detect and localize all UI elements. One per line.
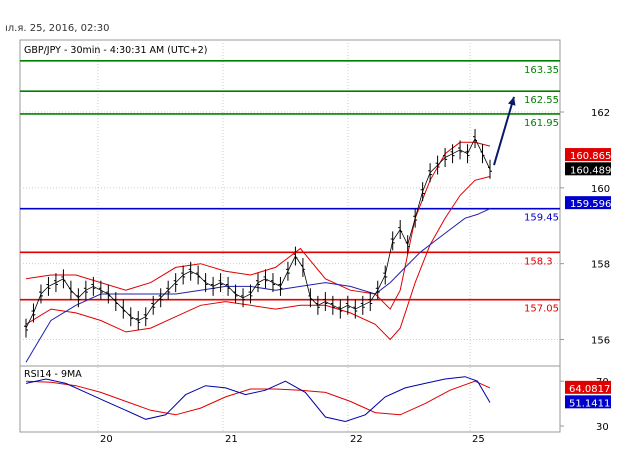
projection-arrow (493, 96, 515, 166)
rsi-badge-label: 64.0817 (569, 384, 610, 395)
price-badge (565, 148, 611, 162)
rsi-badge (565, 380, 611, 394)
level-label: 161.95 (524, 118, 559, 129)
projection-arrowhead (507, 96, 516, 106)
y-tick-label: 156 (591, 335, 610, 346)
x-tick-label: 22 (350, 434, 363, 445)
bollinger-upper (25, 141, 491, 310)
rsi-line (25, 376, 491, 423)
price-badge-label: 160.489 (570, 165, 611, 176)
rsi-badge-label: 51.1411 (569, 398, 610, 409)
y-tick-label: 160 (591, 184, 610, 195)
level-label: 158.3 (524, 256, 553, 267)
price-badge-label: 159.596 (570, 199, 611, 210)
bollinger-lower (25, 176, 491, 341)
price-badge (565, 162, 611, 176)
x-tick-label: 20 (100, 434, 113, 445)
price-badge-label: 160.865 (570, 151, 611, 162)
rsi-title: RSI14 - 9MA (24, 369, 82, 380)
level-label: 157.05 (524, 304, 559, 315)
rsi-badge (565, 395, 611, 409)
chart-title: GBP/JPY - 30min - 4:30:31 AM (UTC+2) (24, 45, 207, 56)
level-label: 162.55 (524, 95, 559, 106)
x-tick-label: 21 (225, 434, 238, 445)
rsi-tick-label: 30 (596, 422, 609, 433)
plot-frame (19, 39, 561, 433)
price-line (25, 137, 491, 329)
timestamp: ıл.я. 25, 2016, 02:30 (5, 23, 110, 34)
y-tick-label: 162 (591, 108, 610, 119)
price-badge (565, 196, 611, 210)
level-label: 159.45 (524, 213, 559, 224)
rsi-ma-line (25, 380, 491, 416)
moving-average (25, 208, 491, 363)
y-tick-label: 158 (591, 260, 610, 271)
level-label: 163.35 (524, 65, 559, 76)
x-tick-label: 25 (472, 434, 485, 445)
